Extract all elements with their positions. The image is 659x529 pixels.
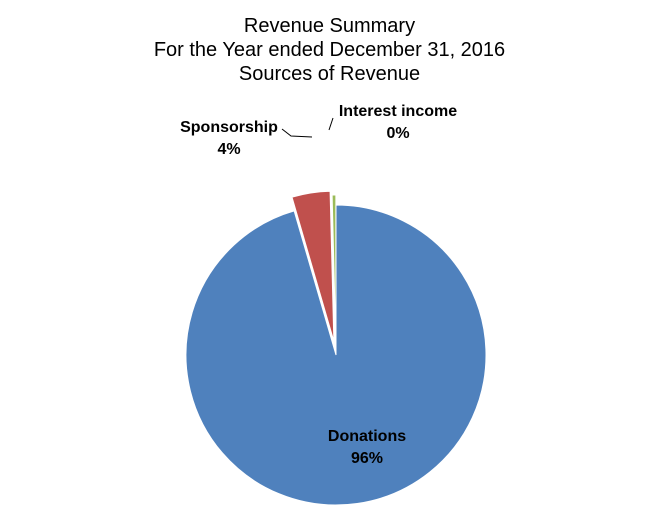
pie-slice-interest-income <box>331 194 337 346</box>
slice-label-percent-interest-income: 0% <box>386 125 409 142</box>
slice-label-name-interest-income: Interest income <box>339 103 457 120</box>
slice-label-percent-sponsorship: 4% <box>217 141 240 158</box>
chart-title: Revenue Summary For the Year ended Decem… <box>0 14 659 86</box>
leader-lines <box>281 117 334 138</box>
slice-label-sponsorship: Sponsorship 4% <box>180 119 278 158</box>
chart-title-line-1: Revenue Summary <box>243 15 416 37</box>
chart-title-line-3: Sources of Revenue <box>238 63 421 85</box>
slice-label-interest-income: Interest income 0% <box>339 103 457 142</box>
slice-label-name-sponsorship: Sponsorship <box>180 119 278 136</box>
pie-slices <box>185 190 487 506</box>
slice-labels: Donations 96% Sponsorship 4% Interest income… <box>180 103 457 467</box>
slice-label-percent-donations: 96% <box>351 450 383 467</box>
chart-title-line-2: For the Year ended December 31, 2016 <box>153 39 506 61</box>
leader-line-interest-income <box>328 117 334 131</box>
pie-slice-donations <box>185 204 487 506</box>
pie-slice-sponsorship <box>291 190 335 342</box>
slice-label-donations: Donations 96% <box>328 428 406 467</box>
slice-label-name-donations: Donations <box>328 428 406 445</box>
leader-line-sponsorship <box>281 128 313 138</box>
